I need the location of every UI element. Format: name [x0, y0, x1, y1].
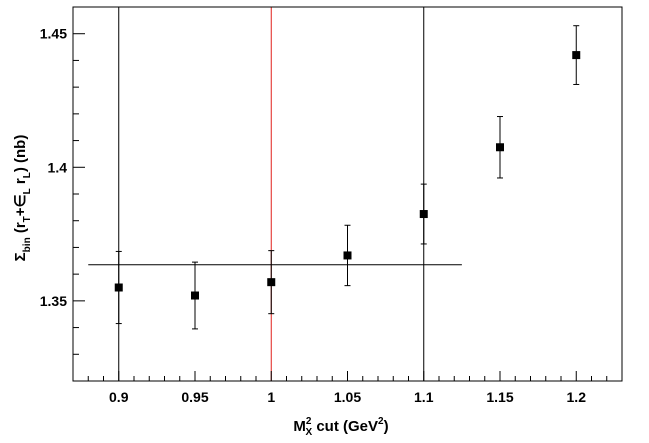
y-tick-label-1: 1.4	[48, 159, 68, 175]
x-axis-title: M2 X cut (GeV2)	[293, 416, 388, 438]
data-points	[114, 25, 581, 330]
reference-lines	[88, 7, 462, 381]
x-tick-label-4: 1.1	[414, 389, 434, 405]
x-tick-label-1: 0.95	[181, 389, 208, 405]
plot-frame	[72, 6, 623, 382]
data-point-1	[191, 291, 199, 300]
data-point-0	[114, 283, 123, 292]
y-tick-label-2: 1.45	[40, 26, 67, 42]
data-point-2	[267, 278, 276, 287]
y-axis-title: Σbin (rT+∈L rL) (nb)	[12, 135, 33, 262]
data-point-4	[419, 210, 428, 219]
x-tick-label-0: 0.9	[109, 389, 129, 405]
x-tick-label-2: 1	[267, 389, 275, 405]
y-tick-label-0: 1.35	[40, 293, 67, 309]
x-tick-label-6: 1.2	[567, 389, 587, 405]
x-tick-label-3: 1.05	[334, 389, 361, 405]
data-point-5	[496, 143, 504, 152]
data-point-3	[343, 251, 352, 260]
x-tick-label-5: 1.15	[486, 389, 513, 405]
axis-ticks: 0.9 0.95 1 1.05 1.1 1.15 1.2 1.35 1.4 1.45	[40, 6, 623, 405]
data-point-6	[572, 51, 581, 60]
